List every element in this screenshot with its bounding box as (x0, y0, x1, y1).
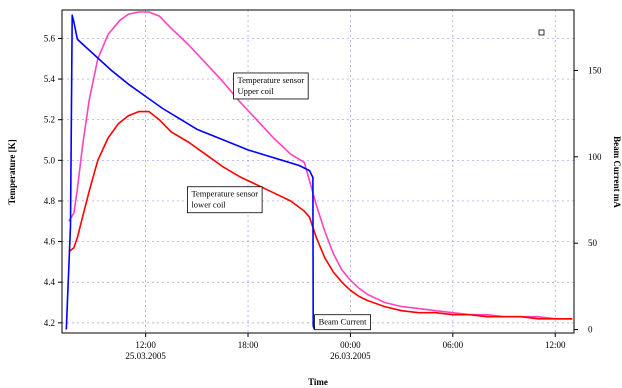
plot-frame (61, 9, 575, 334)
annotation-2: Beam Current (314, 314, 371, 331)
x-tick-date: 25.03.2005 (125, 351, 166, 361)
marker-square (538, 29, 545, 36)
y-tick-label-right: 0 (588, 325, 593, 335)
annotation-box (187, 186, 263, 214)
y-tick-label-left: 5.0 (44, 155, 56, 165)
y-tick-label-left: 5.6 (44, 33, 56, 43)
y-tick-label-left: 4.8 (44, 196, 56, 206)
x-tick-label: 18:00 (238, 340, 259, 350)
annotation-text: Beam Current (319, 317, 368, 327)
annotation-box (233, 72, 309, 100)
annotation-text: lower coil (191, 200, 226, 210)
y-tick-label-left: 4.6 (44, 237, 56, 247)
y-tick-label-left: 5.4 (44, 74, 56, 84)
series-lines (65, 11, 573, 330)
y-tick-label-left: 4.4 (44, 277, 56, 287)
x-tick-label: 06:00 (443, 340, 464, 350)
series-line-1 (68, 110, 573, 320)
grid (62, 10, 574, 333)
series-line-0 (68, 11, 573, 320)
y-tick-label-right: 50 (588, 238, 598, 248)
y-tick-label-left: 5.2 (44, 115, 55, 125)
x-tick-label: 12:00 (135, 340, 156, 350)
x-tick-date: 26.03.2005 (330, 351, 371, 361)
annotation-text: Temperature sensor (191, 189, 258, 199)
y-axis-title-right: Beam Current mA (612, 136, 622, 208)
series-line-2 (65, 14, 316, 330)
y-tick-label-right: 100 (588, 152, 602, 162)
annotation-text: Temperature sensor (238, 75, 305, 85)
y-axis-title: Temperature [K] (7, 139, 17, 204)
x-tick-label: 00:00 (340, 340, 361, 350)
annotation-box (314, 314, 371, 331)
annotation-text: Upper coil (238, 86, 275, 96)
x-tick-label: 12:00 (545, 340, 566, 350)
x-axis-title: Time (308, 377, 328, 387)
y-tick-label-left: 4.2 (44, 318, 55, 328)
y-tick-label-right: 150 (588, 65, 602, 75)
